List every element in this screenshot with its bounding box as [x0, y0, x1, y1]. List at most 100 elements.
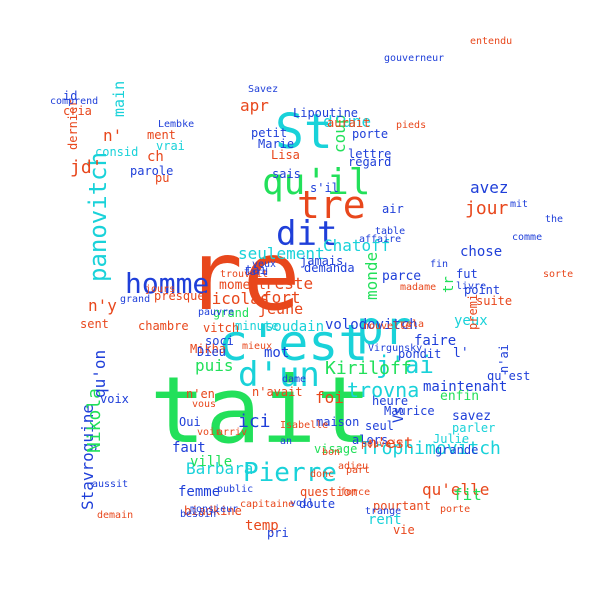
word: ville	[190, 454, 233, 470]
word: grande	[435, 443, 479, 457]
word: qu'est	[487, 369, 531, 383]
word: d'un	[238, 355, 320, 395]
word: table	[375, 226, 406, 237]
word: Vs	[391, 406, 407, 423]
word: mot	[264, 345, 290, 361]
word: dame	[282, 374, 307, 385]
word: n'ai	[497, 344, 511, 373]
word: soudain	[265, 319, 325, 335]
word: petit	[251, 126, 288, 140]
word: Virgunsky	[368, 343, 423, 354]
word: porte	[352, 127, 389, 141]
word: soci	[205, 334, 234, 348]
word: fut	[456, 267, 478, 281]
word: jours	[145, 284, 176, 295]
word: qu'elle	[422, 480, 490, 499]
word: suite	[476, 294, 513, 308]
word: bon	[322, 447, 341, 458]
word: rent	[368, 512, 402, 528]
word: tre	[297, 183, 366, 227]
word: savez	[452, 409, 492, 424]
word: qu'il	[262, 162, 371, 203]
word: seul	[365, 419, 394, 433]
word: St	[275, 104, 333, 160]
word: Lembke	[158, 119, 195, 130]
word: cria	[63, 104, 92, 118]
word: n'y	[88, 296, 117, 315]
word: seulement	[238, 244, 325, 263]
word: maintenant	[423, 379, 508, 395]
word: consid	[95, 145, 139, 159]
word: Nicolas	[202, 289, 270, 308]
word: Trophimovitch	[360, 438, 501, 459]
word: jeune	[258, 300, 304, 318]
word: mit	[510, 199, 529, 210]
word: Maurice	[384, 404, 435, 418]
word: fin	[430, 259, 449, 270]
word: reste	[265, 274, 314, 293]
word: n'avait	[252, 385, 303, 399]
word: Barbara	[186, 459, 254, 478]
word: the	[545, 214, 564, 225]
word: Lisa	[271, 148, 300, 162]
word: part	[346, 465, 371, 476]
word: homme	[125, 267, 210, 300]
word: an	[280, 436, 293, 447]
word: pr	[356, 301, 412, 355]
word: besoin	[180, 509, 217, 520]
word: n'en	[186, 387, 215, 401]
word: vie	[393, 523, 415, 537]
word: moment	[219, 278, 266, 293]
word: parole	[130, 164, 174, 178]
word: jd'	[70, 157, 103, 178]
word: premi	[466, 293, 480, 330]
word: regard	[348, 155, 392, 169]
word: adieu	[338, 461, 369, 472]
word: Julie	[433, 432, 470, 446]
word: enfin	[440, 389, 480, 404]
word: sorte	[543, 269, 574, 280]
word: trovna	[347, 378, 420, 402]
word: public	[217, 484, 254, 495]
word: volodovitch	[325, 317, 418, 333]
word: c'est	[218, 314, 369, 372]
word: pondit	[398, 347, 442, 361]
word: comme	[512, 232, 543, 243]
word: l'	[453, 346, 469, 361]
word: aurait	[327, 116, 371, 130]
word: trouvait	[220, 269, 269, 280]
word: faut	[172, 440, 206, 456]
word: cela	[400, 319, 425, 330]
word: livre	[456, 281, 487, 292]
word: pu	[155, 171, 170, 185]
word: question	[300, 485, 358, 499]
word: voil	[290, 498, 315, 509]
word: pri	[267, 526, 289, 540]
word: d'une	[323, 112, 372, 131]
word: s'il	[310, 181, 339, 195]
word: jour	[465, 198, 509, 219]
word: heure	[372, 394, 409, 408]
word: Marie	[258, 137, 295, 151]
word: capitaine	[240, 499, 295, 510]
word: Kiriloff	[325, 358, 412, 379]
word: entendu	[470, 36, 513, 47]
word: avez	[470, 178, 509, 197]
word: Lipoutine	[293, 106, 359, 120]
word: minute	[235, 319, 279, 333]
word: voix	[100, 392, 129, 406]
word: madame	[400, 282, 437, 293]
word: chambre	[138, 319, 189, 333]
word: gouverneur	[384, 53, 445, 64]
word: voir	[197, 427, 222, 438]
word: Mikha	[190, 342, 227, 356]
word: tard	[244, 267, 269, 278]
word: tai	[245, 263, 267, 277]
word: Dieu	[197, 345, 226, 359]
word: tr	[441, 276, 457, 293]
word: demanda	[304, 261, 355, 275]
word: air	[382, 202, 404, 216]
word: main	[110, 80, 128, 117]
word: mieux	[242, 341, 273, 352]
word: yeux	[454, 313, 488, 329]
